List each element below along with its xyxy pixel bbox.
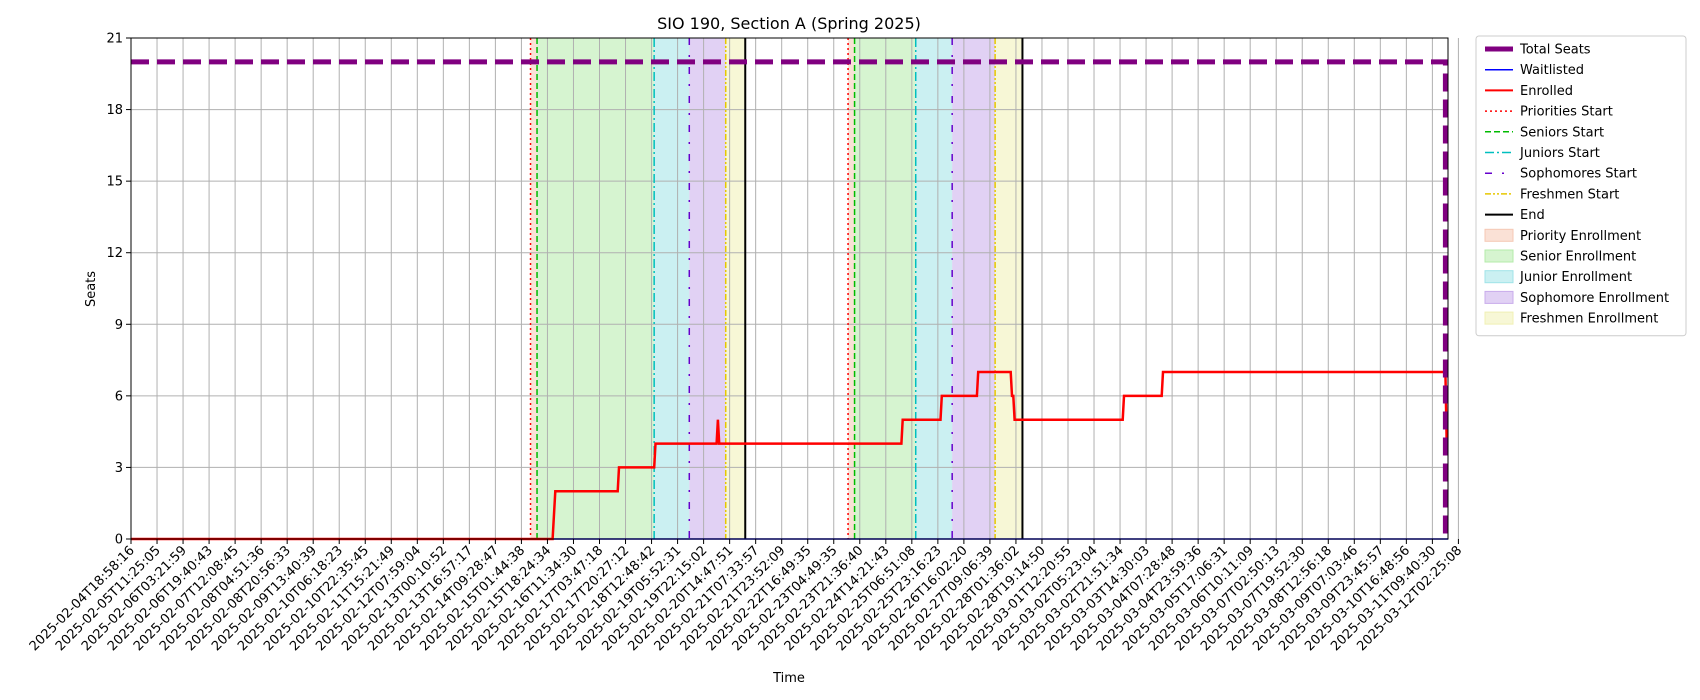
legend-swatch-senior-enrollment [1484,249,1514,263]
priority-enrollment-band [530,38,538,539]
x-axis-label: Time [772,671,805,686]
y-axis-label: Seats [84,271,99,307]
junior-enrollment-band [915,38,953,539]
grid-lines [130,37,1459,540]
legend-swatch-priority-enrollment [1484,228,1514,242]
plot-area-frame [130,37,1449,540]
y-tick-label: 15 [106,175,123,190]
legend-swatch-junior-enrollment [1484,270,1514,284]
sophomore-enrollment-band [689,38,726,539]
y-tick-label: 6 [115,389,123,404]
junior-enrollment-band [654,38,690,539]
legend-label-freshmen-enrollment: Freshmen Enrollment [1520,312,1658,327]
legend-label-junior-enrollment: Junior Enrollment [1519,270,1632,285]
y-tick-label: 21 [106,32,123,47]
legend-label-priority-enrollment: Priority Enrollment [1520,229,1641,244]
y-axis: 0 3 6 9 12 15 18 21 [106,32,131,548]
enrolled-series-line [131,370,1448,541]
legend-swatch-freshmen-enrollment [1484,311,1514,325]
priority-enrollment-band [848,38,855,539]
legend-label-sophomores-start: Sophomores Start [1520,167,1637,182]
y-tick-label: 0 [115,533,123,548]
legend-label-enrolled: Enrolled [1520,84,1573,99]
senior-enrollment-band [537,38,655,539]
legend-label-sophomore-enrollment: Sophomore Enrollment [1520,291,1669,306]
senior-enrollment-band [854,38,916,539]
legend: Total Seats Waitlisted Enrolled Priorities … [1475,35,1687,337]
y-tick-label: 9 [115,318,123,333]
legend-label-total-seats: Total Seats [1519,43,1591,58]
legend-label-seniors-start: Seniors Start [1520,125,1604,140]
phase-marker-lines [529,38,1024,539]
y-tick-label: 3 [115,461,123,476]
legend-label-senior-enrollment: Senior Enrollment [1520,250,1636,265]
freshmen-enrollment-band [725,38,746,539]
y-tick-label: 12 [106,246,123,261]
legend-label-waitlisted: Waitlisted [1520,63,1584,78]
enrollment-period-shading [530,38,1023,539]
legend-label-priorities-start: Priorities Start [1520,105,1613,120]
y-tick-label: 18 [106,103,123,118]
legend-swatch-sophomore-enrollment [1484,290,1514,304]
x-axis: 2025-02-04T18:58:162025-02-05T11:25:0520… [27,539,1465,654]
legend-label-end: End [1520,208,1545,223]
total-seats-series-line [131,59,1448,539]
legend-label-freshmen-start: Freshmen Start [1520,187,1619,202]
chart-title: SIO 190, Section A (Spring 2025) [657,14,921,33]
legend-box [1475,35,1687,337]
legend-label-juniors-start: Juniors Start [1519,146,1600,161]
freshmen-enrollment-band [995,38,1023,539]
sophomore-enrollment-band [952,38,996,539]
